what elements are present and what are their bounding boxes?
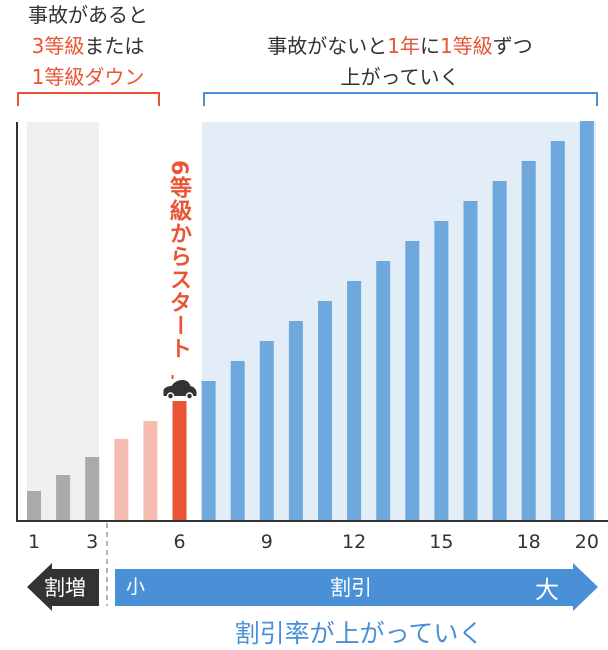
footer-text: 割引率が上がっていく xyxy=(234,619,484,648)
tick-label-1: 1 xyxy=(28,531,40,553)
bar-grade-3 xyxy=(85,457,100,521)
bar-grade-15 xyxy=(434,221,449,521)
car-icon xyxy=(163,380,197,400)
bar-grade-1 xyxy=(27,491,41,521)
bar-grade-10 xyxy=(288,321,303,521)
bar-grade-11 xyxy=(318,301,332,521)
bar-grade-7 xyxy=(201,381,216,521)
start-label: 6等級からスタート xyxy=(166,160,191,361)
bar-grade-14 xyxy=(405,241,420,521)
large-label: 大 xyxy=(535,576,559,604)
bar-grade-2 xyxy=(56,475,71,521)
increase-label: 割増 xyxy=(44,576,86,600)
increase-arrow xyxy=(27,563,99,611)
rc-p5: ずつ xyxy=(492,34,533,58)
tick-label-3: 3 xyxy=(86,531,98,553)
bar-grade-6 xyxy=(172,401,187,521)
discount-label: 割引 xyxy=(330,576,372,600)
left-caption-red: 3等級 xyxy=(31,34,85,58)
increase-zone-bg xyxy=(27,122,99,521)
right-caption: 事故がないと1年に1等級ずつ 上がっていく xyxy=(200,31,600,93)
rc-p2: 1年 xyxy=(387,34,420,58)
bar-grade-8 xyxy=(230,361,245,521)
tick-label-12: 12 xyxy=(342,531,366,553)
left-bracket xyxy=(17,92,160,106)
right-caption-line1: 事故がないと1年に1等級ずつ xyxy=(200,31,600,62)
tick-label-20: 20 xyxy=(575,531,599,553)
bar-grade-12 xyxy=(347,281,362,521)
bar-grade-4 xyxy=(114,439,129,521)
bar-grade-16 xyxy=(463,201,478,521)
rc-p3: に xyxy=(420,34,440,58)
bar-grade-17 xyxy=(492,181,507,521)
tick-label-18: 18 xyxy=(517,531,541,553)
bar-grade-9 xyxy=(259,341,274,521)
bar-grade-19 xyxy=(550,141,565,521)
right-caption-line2: 上がっていく xyxy=(340,65,460,89)
tick-label-9: 9 xyxy=(261,531,273,553)
discount-arrow xyxy=(115,563,598,611)
tick-label-15: 15 xyxy=(429,531,453,553)
small-label: 小 xyxy=(126,576,146,598)
left-caption-line1: 事故があると xyxy=(28,3,148,27)
left-caption-rest: または xyxy=(84,34,145,58)
left-caption-line3: 1等級ダウン xyxy=(31,65,145,89)
rc-p1: 事故がないと xyxy=(267,34,388,58)
left-caption-line2: 3等級または xyxy=(0,31,176,62)
bar-grade-13 xyxy=(376,261,391,521)
left-caption: 事故があると 3等級または 1等級ダウン xyxy=(0,0,176,93)
bar-grade-18 xyxy=(521,161,536,521)
rc-p4: 1等級 xyxy=(440,34,493,58)
tick-label-6: 6 xyxy=(173,531,185,553)
bar-grade-5 xyxy=(143,421,158,521)
right-bracket xyxy=(203,92,598,106)
bar-grade-20 xyxy=(579,121,594,521)
